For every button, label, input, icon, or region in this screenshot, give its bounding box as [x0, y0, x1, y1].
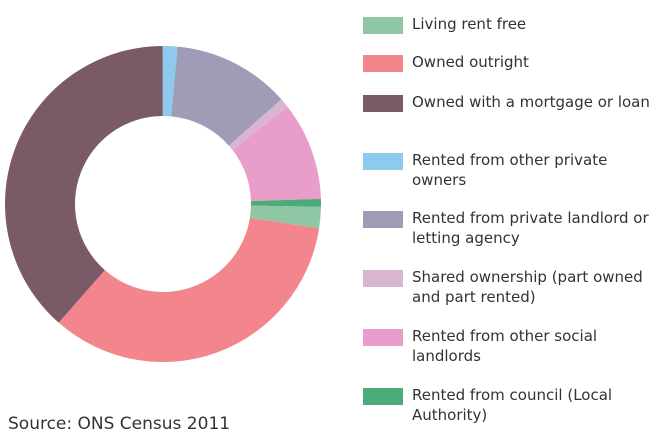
legend-item: Owned with a mortgage or loan	[363, 92, 663, 112]
legend-swatch	[363, 329, 403, 346]
slice	[249, 205, 321, 229]
legend-label: Living rent free	[412, 15, 527, 33]
slice	[162, 46, 178, 117]
legend-swatch	[363, 95, 403, 112]
legend-item: Living rent free	[363, 14, 663, 34]
legend-label: Rented from council (Local Authority)	[412, 386, 613, 424]
legend-swatch	[363, 388, 403, 405]
legend-swatch	[363, 17, 403, 34]
slice	[5, 46, 163, 323]
legend-item: Shared ownership (part owned and part re…	[363, 267, 663, 307]
legend-item: Rented from other private owners	[363, 150, 663, 190]
legend-label: Rented from other private owners	[412, 151, 608, 189]
legend-swatch	[363, 270, 403, 287]
slice	[232, 106, 321, 202]
legend-label: Rented from private landlord or letting …	[412, 209, 649, 247]
legend-label: Shared ownership (part owned and part re…	[412, 268, 643, 306]
legend-label: Owned outright	[412, 53, 529, 71]
legend-swatch	[363, 211, 403, 228]
source: Source: ONS Census 2011	[8, 414, 231, 434]
legend-label: Owned with a mortgage or loan	[412, 93, 650, 111]
slice	[228, 99, 288, 150]
legend-item: Owned outright	[363, 52, 663, 72]
legend-swatch	[363, 55, 403, 72]
slice	[58, 217, 320, 362]
legend-item: Rented from private landlord or letting …	[363, 208, 663, 248]
legend-item: Rented from other social landlords	[363, 326, 663, 366]
legend-item: Rented from council (Local Authority)	[363, 385, 663, 425]
legend-swatch	[363, 153, 403, 170]
slice	[250, 198, 321, 207]
slice	[171, 46, 282, 146]
legend-label: Rented from other social landlords	[412, 327, 598, 365]
donut	[5, 46, 321, 362]
